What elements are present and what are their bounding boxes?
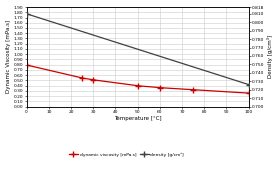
Y-axis label: Dynamic Viscosity [mPa.s]: Dynamic Viscosity [mPa.s] — [6, 20, 11, 93]
Y-axis label: Density [g/cm³]: Density [g/cm³] — [268, 35, 273, 78]
X-axis label: Temperature [°C]: Temperature [°C] — [114, 116, 162, 121]
Legend: dynamic viscosity [mPa.s], density [g/cm³]: dynamic viscosity [mPa.s], density [g/cm… — [67, 150, 186, 159]
